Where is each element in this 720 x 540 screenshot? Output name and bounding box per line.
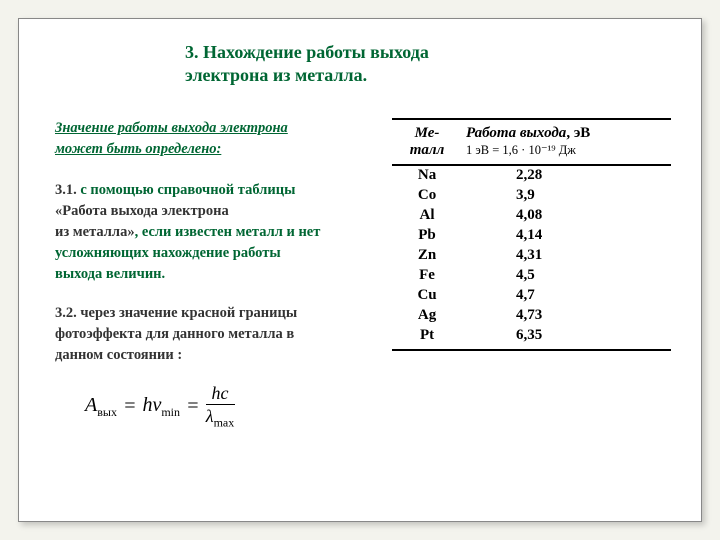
table-row: Fe4,5 <box>392 266 671 286</box>
slide: 3. Нахождение работы выхода электрона из… <box>18 18 702 522</box>
cell-value: 2,28 <box>462 165 671 186</box>
f-lambda: λ <box>206 406 214 426</box>
formula-fraction: hc λmax <box>206 384 235 429</box>
header-metal-l2: талл <box>410 142 445 158</box>
intro-line-2: может быть определено: <box>55 141 221 157</box>
cell-value: 4,73 <box>462 306 671 326</box>
formula-eq2: = <box>186 392 200 421</box>
fraction-numerator: hc <box>206 384 235 405</box>
table-row: Pt6,35 <box>392 326 671 351</box>
header-metal-l1: Ме- <box>415 125 440 141</box>
p31-text-f: выхода величин. <box>55 266 165 282</box>
right-column: Ме- талл Работа выхода, эВ 1 эВ = 1,6 · … <box>392 118 671 429</box>
header-metal: Ме- талл <box>392 119 462 165</box>
content-row: Значение работы выхода электрона может б… <box>55 118 671 429</box>
cell-metal: Ag <box>392 306 462 326</box>
cell-metal: Na <box>392 165 462 186</box>
header-work-l1: Работа выхода <box>466 125 566 141</box>
cell-value: 4,7 <box>462 286 671 306</box>
table-row: Ag4,73 <box>392 306 671 326</box>
p32-text-c: данном состоянии : <box>55 347 182 363</box>
table-body: Na2,28 Co3,9 Al4,08 Pb4,14 Zn4,31 Fe4,5 … <box>392 165 671 351</box>
table-row: Pb4,14 <box>392 226 671 246</box>
f-h: h <box>142 394 152 416</box>
table-row: Co3,9 <box>392 186 671 206</box>
cell-metal: Pb <box>392 226 462 246</box>
table-row: Al4,08 <box>392 206 671 226</box>
cell-metal: Zn <box>392 246 462 266</box>
intro-text: Значение работы выхода электрона может б… <box>55 118 378 160</box>
p31-text-c: из металла» <box>55 224 135 240</box>
paragraph-3-2: 3.2. через значение красной границы фото… <box>55 303 378 366</box>
cell-metal: Fe <box>392 266 462 286</box>
header-work-l2: 1 эВ = 1,6 · 10⁻¹⁹ Дж <box>466 142 667 158</box>
p31-text-e: усложняющих нахождение работы <box>55 245 281 261</box>
table-row: Na2,28 <box>392 165 671 186</box>
work-function-table: Ме- талл Работа выхода, эВ 1 эВ = 1,6 · … <box>392 118 671 352</box>
p31-text-a: с помощью справочной таблицы <box>77 182 296 198</box>
f-nu-sub: min <box>161 405 180 419</box>
table-header-row: Ме- талл Работа выхода, эВ 1 эВ = 1,6 · … <box>392 119 671 165</box>
p32-number: 3.2. <box>55 305 77 321</box>
p31-text-b: «Работа выхода электрона <box>55 203 229 219</box>
cell-metal: Pt <box>392 326 462 351</box>
table-row: Zn4,31 <box>392 246 671 266</box>
f-lambda-sub: max <box>214 416 235 430</box>
f-A: A <box>85 394 97 416</box>
p31-text-d: , если известен металл и нет <box>135 224 321 240</box>
header-work-unit: , эВ <box>566 125 590 141</box>
p31-number: 3.1. <box>55 182 77 198</box>
p32-text-b: фотоэффекта для данного металла в <box>55 326 294 342</box>
cell-value: 4,08 <box>462 206 671 226</box>
title-line-2: электрона из металла. <box>185 65 367 85</box>
cell-value: 4,14 <box>462 226 671 246</box>
table-row: Cu4,7 <box>392 286 671 306</box>
header-work: Работа выхода, эВ 1 эВ = 1,6 · 10⁻¹⁹ Дж <box>462 119 671 165</box>
cell-value: 3,9 <box>462 186 671 206</box>
cell-metal: Al <box>392 206 462 226</box>
cell-value: 4,31 <box>462 246 671 266</box>
intro-line-1: Значение работы выхода электрона <box>55 120 288 136</box>
formula-A: Aвых <box>85 391 117 421</box>
fraction-denominator: λmax <box>206 405 234 429</box>
formula-hv: hνmin <box>142 391 180 421</box>
cell-metal: Co <box>392 186 462 206</box>
title-line-1: 3. Нахождение работы выхода <box>185 42 429 62</box>
formula-eq1: = <box>123 392 137 421</box>
slide-title: 3. Нахождение работы выхода электрона из… <box>185 41 671 88</box>
left-column: Значение работы выхода электрона может б… <box>55 118 378 429</box>
cell-value: 6,35 <box>462 326 671 351</box>
cell-value: 4,5 <box>462 266 671 286</box>
formula: Aвых = hνmin = hc λmax <box>85 384 378 429</box>
paragraph-3-1: 3.1. с помощью справочной таблицы «Работ… <box>55 180 378 285</box>
p32-text-a: через значение красной границы <box>77 305 297 321</box>
f-A-sub: вых <box>97 405 117 419</box>
cell-metal: Cu <box>392 286 462 306</box>
f-nu: ν <box>152 394 161 416</box>
